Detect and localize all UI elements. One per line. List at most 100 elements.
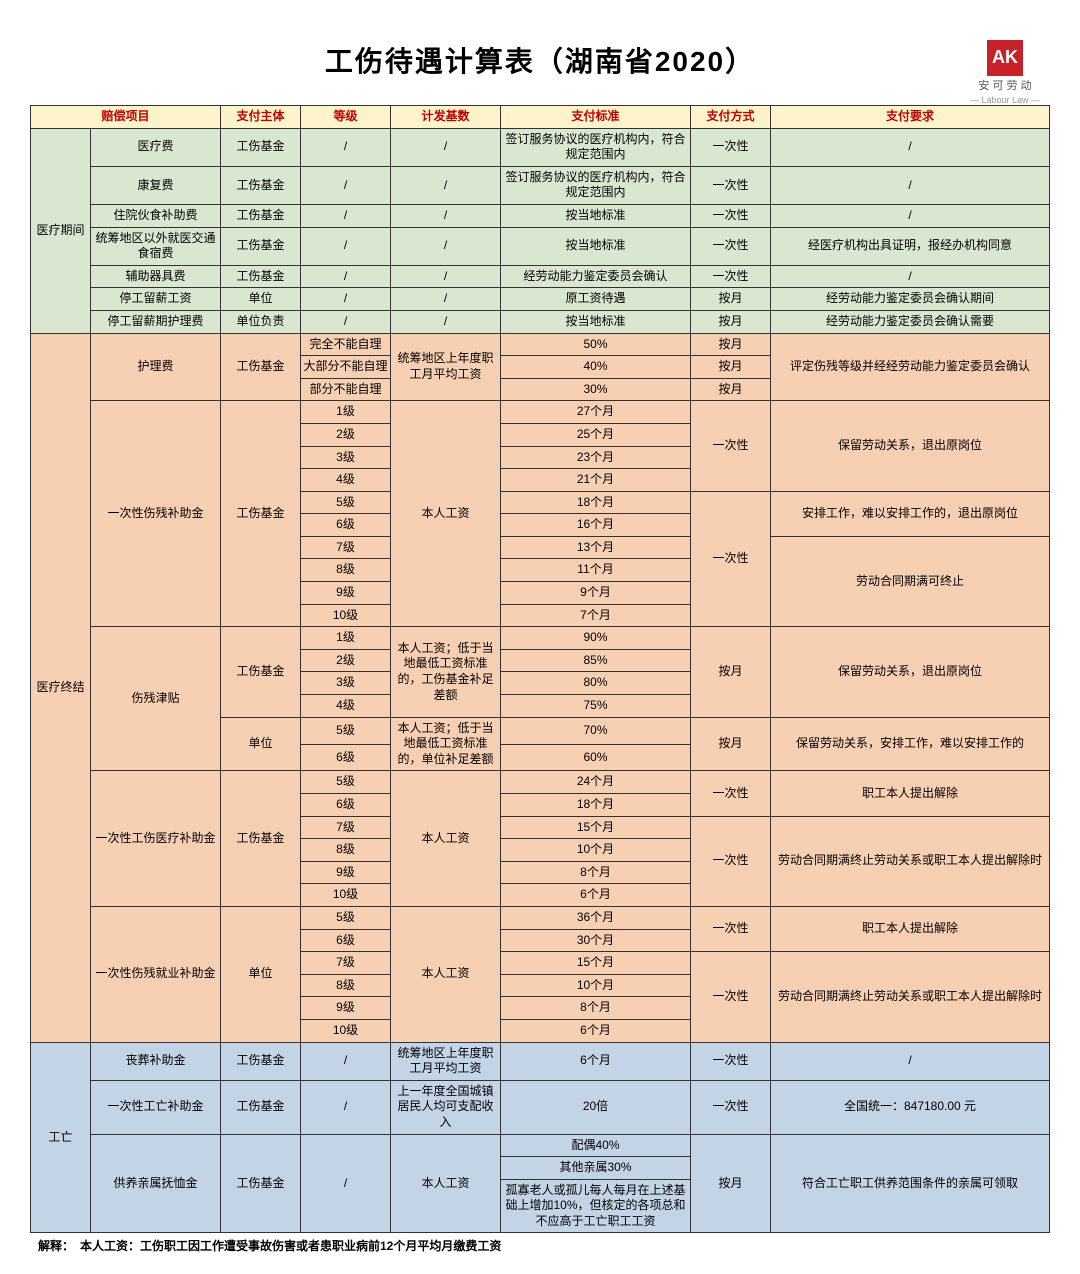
- cat-end: 医疗终结: [31, 333, 91, 1042]
- cell: 80%: [501, 672, 691, 695]
- cell: 27个月: [501, 401, 691, 424]
- cell: 5级: [301, 771, 391, 794]
- cell: 10个月: [501, 839, 691, 862]
- brand-logo: AK 安 可 劳 动 — Labour Law —: [970, 40, 1040, 107]
- footnote: 解释： 本人工资：工伤职工因工作遭受事故伤害或者患职业病前12个月平均月缴费工资: [30, 1233, 1050, 1254]
- cell: 85%: [501, 649, 691, 672]
- page-title: 工伤待遇计算表（湖南省2020）: [30, 40, 1050, 80]
- cell: 按月: [691, 627, 771, 717]
- cell: 保留劳动关系，退出原岗位: [771, 627, 1050, 717]
- cell: 25个月: [501, 423, 691, 446]
- cell: 工伤基金: [221, 227, 301, 265]
- cell: 停工留薪期护理费: [91, 310, 221, 333]
- brand-sub: — Labour Law —: [970, 94, 1040, 107]
- cell: 6个月: [501, 1019, 691, 1042]
- cell: 8级: [301, 839, 391, 862]
- cell: /: [391, 128, 501, 166]
- th-req: 支付要求: [771, 106, 1050, 129]
- cell: 4级: [301, 469, 391, 492]
- cell: 安排工作，难以安排工作的，退出原岗位: [771, 491, 1050, 536]
- cell: 10级: [301, 604, 391, 627]
- cell: 50%: [501, 333, 691, 356]
- brand-name: 安 可 劳 动: [970, 79, 1040, 94]
- cell: /: [391, 265, 501, 288]
- cell: /: [301, 310, 391, 333]
- cell: 10级: [301, 884, 391, 907]
- cell: 本人工资: [391, 771, 501, 907]
- cell: 本人工资: [391, 906, 501, 1042]
- cell: 一次性: [691, 401, 771, 491]
- cell: 伤残津贴: [91, 627, 221, 771]
- cell: /: [391, 310, 501, 333]
- cell: 上一年度全国城镇居民人均可支配收入: [391, 1080, 501, 1134]
- cell: 7级: [301, 536, 391, 559]
- cell: /: [301, 1134, 391, 1233]
- cell: 供养亲属抚恤金: [91, 1134, 221, 1233]
- cell: 18个月: [501, 794, 691, 817]
- cell: /: [301, 227, 391, 265]
- cell: 工伤基金: [221, 166, 301, 204]
- cell: 一次性: [691, 906, 771, 951]
- cell: 按月: [691, 378, 771, 401]
- cell: 按当地标准: [501, 310, 691, 333]
- cell: 康复费: [91, 166, 221, 204]
- cell: 一次性: [691, 1042, 771, 1080]
- cell: 16个月: [501, 514, 691, 537]
- cell: 按月: [691, 1134, 771, 1233]
- cell: 11个月: [501, 559, 691, 582]
- cell: 1级: [301, 401, 391, 424]
- cell: 8个月: [501, 861, 691, 884]
- cell: 一次性: [691, 1080, 771, 1134]
- header: 工伤待遇计算表（湖南省2020） AK 安 可 劳 动 — Labour Law…: [30, 40, 1050, 80]
- cell: 经劳动能力鉴定委员会确认期间: [771, 288, 1050, 311]
- cell: 36个月: [501, 906, 691, 929]
- th-payer: 支付主体: [221, 106, 301, 129]
- cell: 9级: [301, 861, 391, 884]
- cell: 7级: [301, 816, 391, 839]
- cell: 本人工资: [391, 401, 501, 627]
- cell: 一次性: [691, 204, 771, 227]
- cell: 原工资待遇: [501, 288, 691, 311]
- cell: 1级: [301, 627, 391, 650]
- cell: 70%: [501, 717, 691, 744]
- cell: 停工留薪工资: [91, 288, 221, 311]
- cell: 签订服务协议的医疗机构内，符合规定范围内: [501, 128, 691, 166]
- cell: 2级: [301, 423, 391, 446]
- cell: 24个月: [501, 771, 691, 794]
- cell: 统筹地区上年度职工月平均工资: [391, 333, 501, 401]
- cell: 8级: [301, 974, 391, 997]
- cell: /: [301, 1042, 391, 1080]
- cell: 一次性: [691, 816, 771, 906]
- cell: 劳动合同期满可终止: [771, 536, 1050, 626]
- cell: 单位: [221, 717, 301, 771]
- cell: /: [391, 204, 501, 227]
- cell: 一次性: [691, 952, 771, 1042]
- cell: 6个月: [501, 884, 691, 907]
- cell: 一次性: [691, 265, 771, 288]
- cell: 90%: [501, 627, 691, 650]
- cell: 按月: [691, 310, 771, 333]
- cell: 一次性伤残就业补助金: [91, 906, 221, 1042]
- cell: 5级: [301, 906, 391, 929]
- cell: /: [301, 204, 391, 227]
- cell: 丧葬补助金: [91, 1042, 221, 1080]
- cell: 按当地标准: [501, 204, 691, 227]
- cell: 3级: [301, 446, 391, 469]
- cell: /: [391, 288, 501, 311]
- cell: 23个月: [501, 446, 691, 469]
- cell: 5级: [301, 491, 391, 514]
- cell: 一次性工亡补助金: [91, 1080, 221, 1134]
- cell: 单位: [221, 288, 301, 311]
- cell: /: [301, 288, 391, 311]
- cell: 医疗费: [91, 128, 221, 166]
- th-std: 支付标准: [501, 106, 691, 129]
- cell: 一次性: [691, 491, 771, 627]
- cell: 一次性: [691, 771, 771, 816]
- cell: 3级: [301, 672, 391, 695]
- cell: 21个月: [501, 469, 691, 492]
- cell: 7级: [301, 952, 391, 975]
- th-base: 计发基数: [391, 106, 501, 129]
- cell: 9个月: [501, 582, 691, 605]
- cell: 4级: [301, 695, 391, 718]
- cell: /: [771, 128, 1050, 166]
